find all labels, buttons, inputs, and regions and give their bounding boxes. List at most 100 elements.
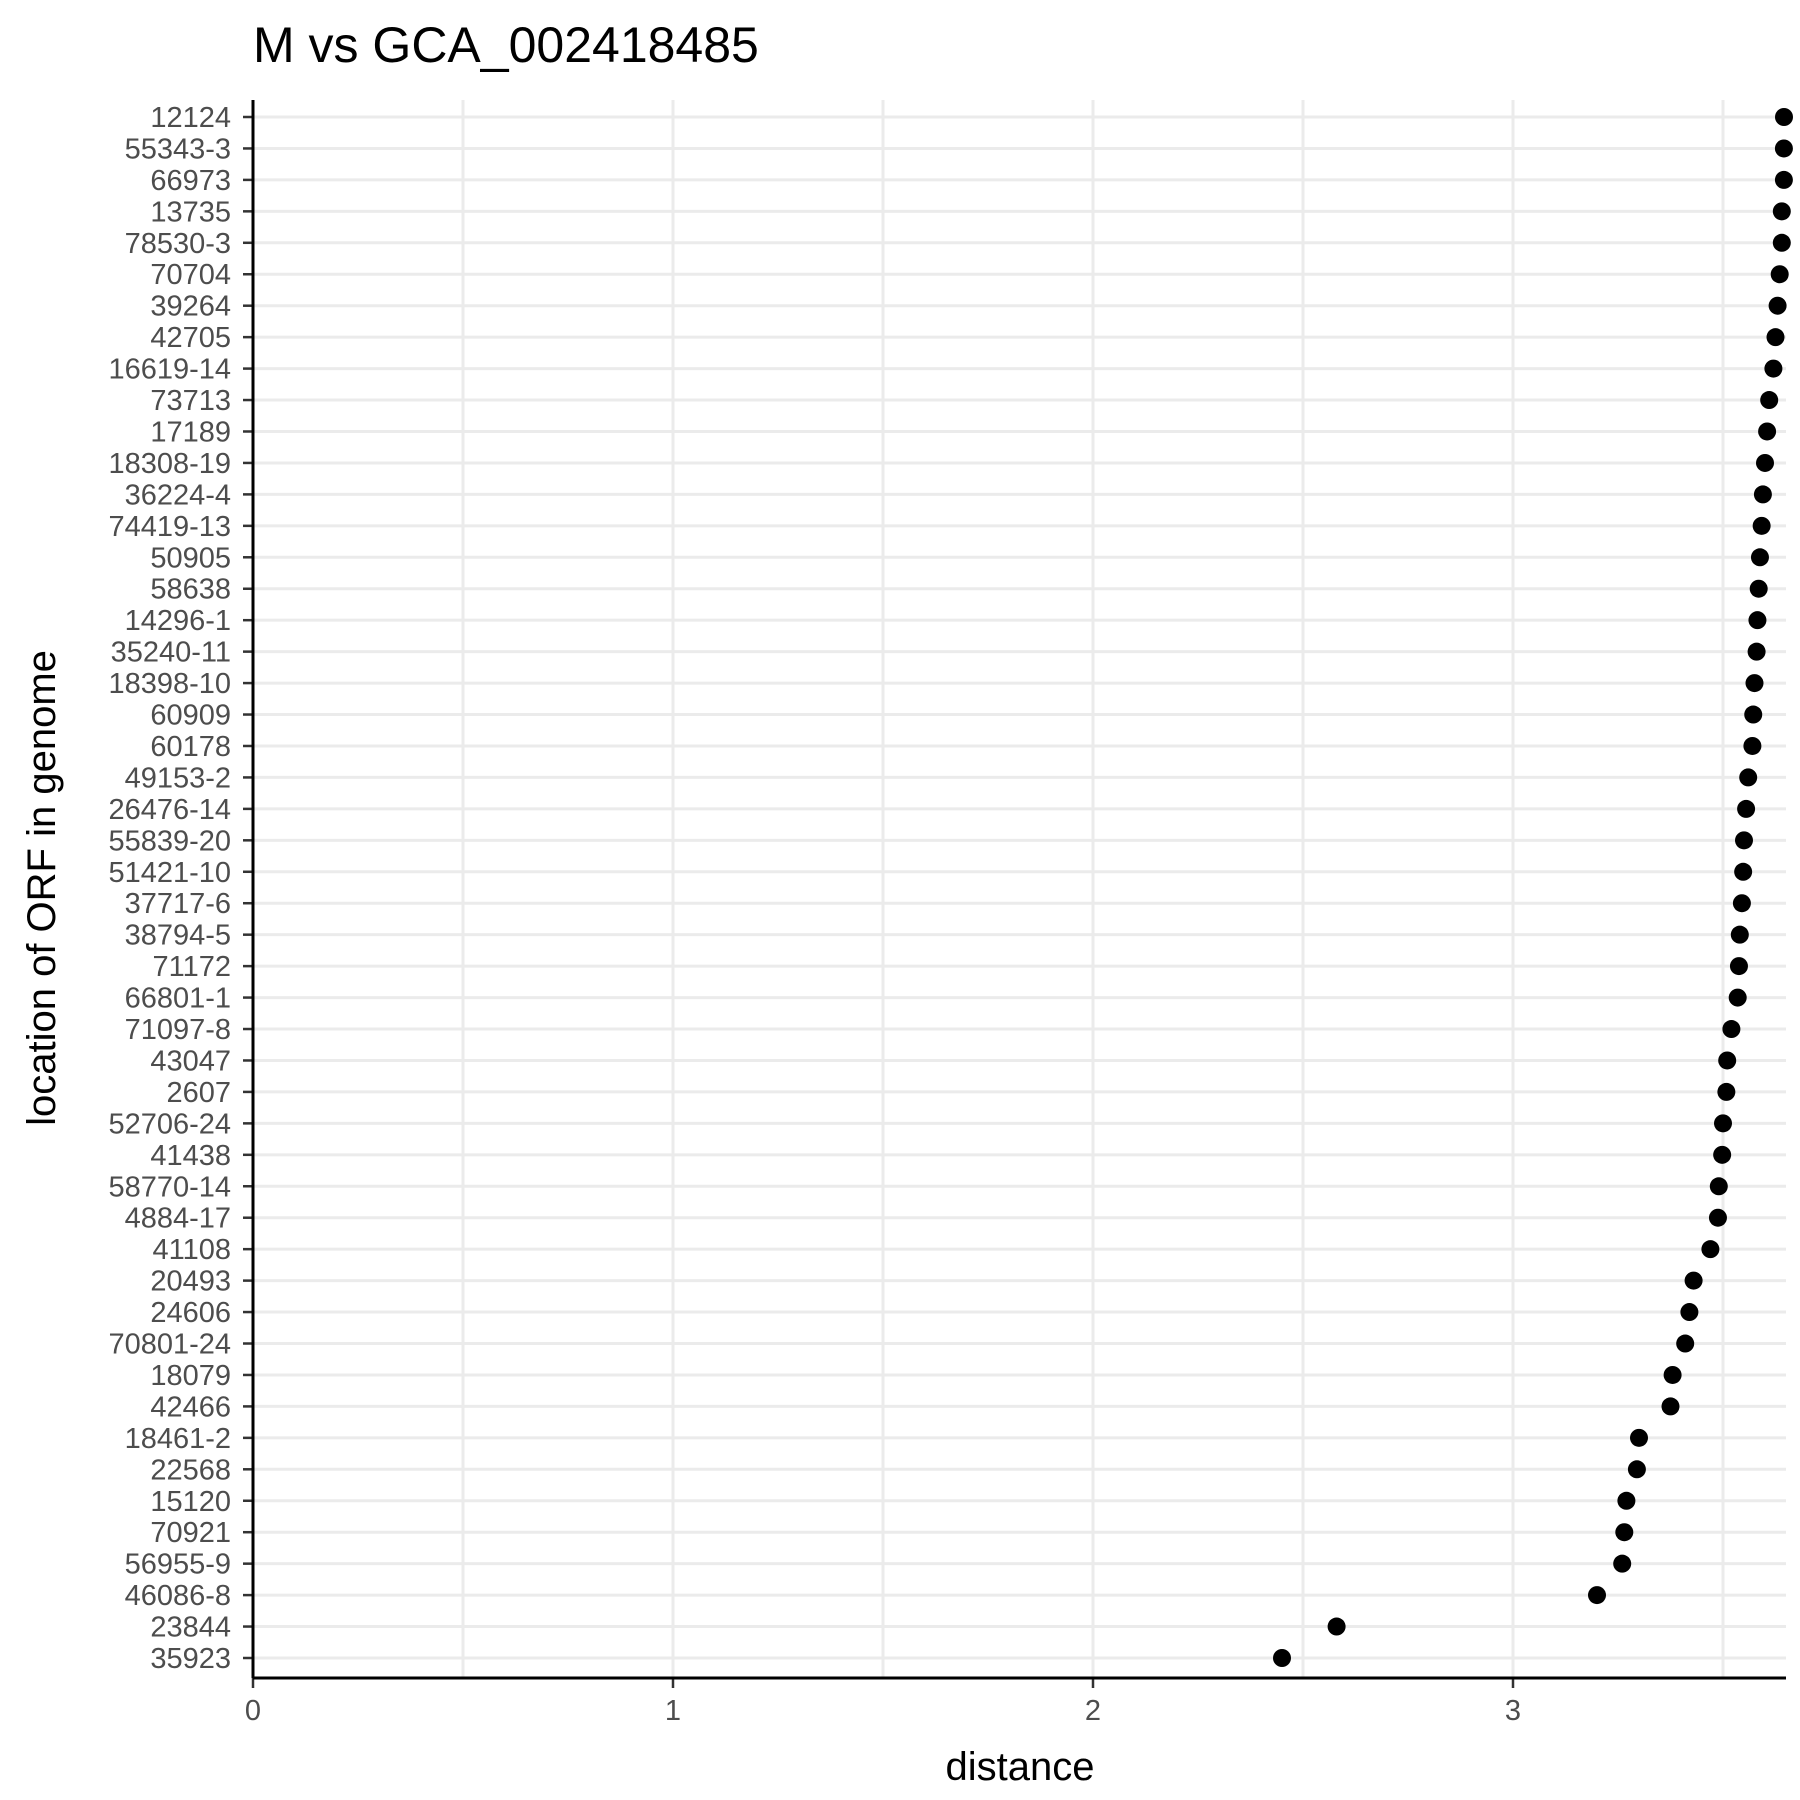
data-point (1743, 736, 1762, 755)
data-point (1713, 1145, 1732, 1164)
data-point (1617, 1491, 1636, 1510)
y-tick-label: 46086-8 (125, 1580, 231, 1612)
data-point (1630, 1428, 1648, 1447)
x-tick-label: 3 (1505, 1695, 1521, 1727)
y-tick-label: 70921 (150, 1517, 231, 1549)
grid-lines (251, 100, 1786, 1678)
data-point (1750, 548, 1769, 567)
y-tick-label: 35923 (150, 1643, 231, 1675)
data-point (1714, 1114, 1732, 1133)
y-tick-label: 42705 (150, 322, 231, 354)
y-tick-label: 20493 (150, 1266, 231, 1298)
data-point (1663, 1365, 1682, 1384)
y-tick-label: 42466 (150, 1391, 231, 1423)
data-point (1758, 422, 1777, 441)
y-tick-label: 58638 (150, 574, 231, 606)
y-tick-label: 37717-6 (125, 888, 231, 920)
data-point (1718, 1051, 1737, 1070)
data-point (1752, 516, 1771, 535)
data-point (1615, 1523, 1634, 1542)
data-point (1717, 1082, 1736, 1101)
y-tick-label: 55343-3 (125, 133, 231, 165)
data-point (1744, 705, 1763, 724)
x-tick-label: 1 (665, 1695, 681, 1727)
data-point (1772, 233, 1791, 252)
y-tick-label: 18461-2 (125, 1423, 231, 1455)
data-point (1680, 1303, 1699, 1322)
data-point (1768, 296, 1787, 315)
data-point (1734, 862, 1753, 881)
y-tick-label: 24606 (150, 1297, 231, 1329)
y-tick-label: 16619-14 (108, 354, 231, 386)
y-tick-label: 18079 (150, 1360, 231, 1392)
y-tick-label: 51421-10 (108, 857, 231, 889)
data-point (1774, 170, 1793, 189)
data-point (1709, 1177, 1728, 1196)
y-tick-label: 71097-8 (125, 1014, 231, 1046)
y-tick-label: 73713 (150, 385, 231, 417)
data-point (1774, 139, 1793, 158)
y-tick-label: 12124 (150, 102, 231, 134)
data-point (1588, 1586, 1606, 1605)
y-tick-label: 60909 (150, 700, 231, 732)
data-point (1766, 328, 1785, 347)
chart-title: M vs GCA_002418485 (253, 17, 759, 73)
y-tick-label: 38794-5 (125, 920, 231, 952)
data-point (1775, 108, 1793, 126)
y-tick-label: 18308-19 (108, 448, 231, 480)
data-point (1701, 1240, 1720, 1259)
y-tick-label: 4884-17 (125, 1203, 231, 1235)
data-point (1764, 359, 1783, 378)
data-point (1684, 1271, 1703, 1290)
y-tick-label: 39264 (150, 291, 231, 323)
data-point (1722, 1020, 1741, 1039)
data-point (1747, 642, 1766, 661)
y-tick-label: 66801-1 (125, 983, 231, 1015)
y-tick-label: 70704 (150, 259, 231, 291)
y-tick-label: 66973 (150, 165, 231, 197)
data-point (1753, 485, 1772, 504)
data-point (1273, 1649, 1291, 1667)
y-axis-tick-labels: 1212455343-3669731373578530-370704392644… (108, 102, 253, 1675)
x-axis-title: distance (946, 1745, 1095, 1789)
y-tick-label: 71172 (153, 951, 232, 983)
x-tick-label: 0 (245, 1695, 261, 1727)
y-tick-label: 35240-11 (111, 637, 231, 669)
data-point (1627, 1460, 1646, 1479)
y-tick-label: 18398-10 (108, 668, 231, 700)
y-axis-title: location of ORF in genome (20, 650, 64, 1126)
y-tick-label: 58770-14 (108, 1171, 231, 1203)
y-tick-label: 56955-9 (125, 1549, 231, 1581)
y-tick-label: 26476-14 (108, 794, 231, 826)
y-tick-label: 70801-24 (108, 1329, 231, 1361)
x-axis-tick-labels: 0 1 2 3 (245, 1678, 1521, 1727)
data-point (1676, 1334, 1695, 1353)
data-point (1661, 1397, 1680, 1416)
data-points (1273, 108, 1793, 1667)
data-point (1735, 831, 1753, 850)
y-tick-label: 78530-3 (125, 228, 231, 260)
y-tick-label: 36224-4 (125, 479, 231, 511)
y-tick-label: 23844 (150, 1612, 231, 1644)
data-point (1756, 453, 1774, 472)
y-tick-label: 49153-2 (125, 762, 231, 794)
y-tick-label: 22568 (150, 1454, 231, 1486)
y-tick-label: 41438 (150, 1140, 231, 1172)
y-tick-label: 52706-24 (108, 1108, 231, 1140)
y-tick-label: 50905 (150, 542, 231, 574)
y-tick-label: 13735 (150, 196, 231, 228)
data-point (1327, 1617, 1346, 1636)
y-tick-label: 74419-13 (108, 511, 231, 543)
y-tick-label: 60178 (150, 731, 231, 763)
y-tick-label: 17189 (150, 416, 231, 448)
y-tick-label: 41108 (153, 1234, 232, 1266)
data-point (1760, 391, 1779, 410)
data-point (1708, 1208, 1727, 1227)
data-point (1728, 988, 1747, 1007)
data-point (1732, 894, 1751, 913)
y-tick-label: 14296-1 (125, 605, 231, 637)
data-point (1729, 957, 1748, 976)
data-point (1613, 1554, 1632, 1573)
x-tick-label: 2 (1085, 1695, 1101, 1727)
